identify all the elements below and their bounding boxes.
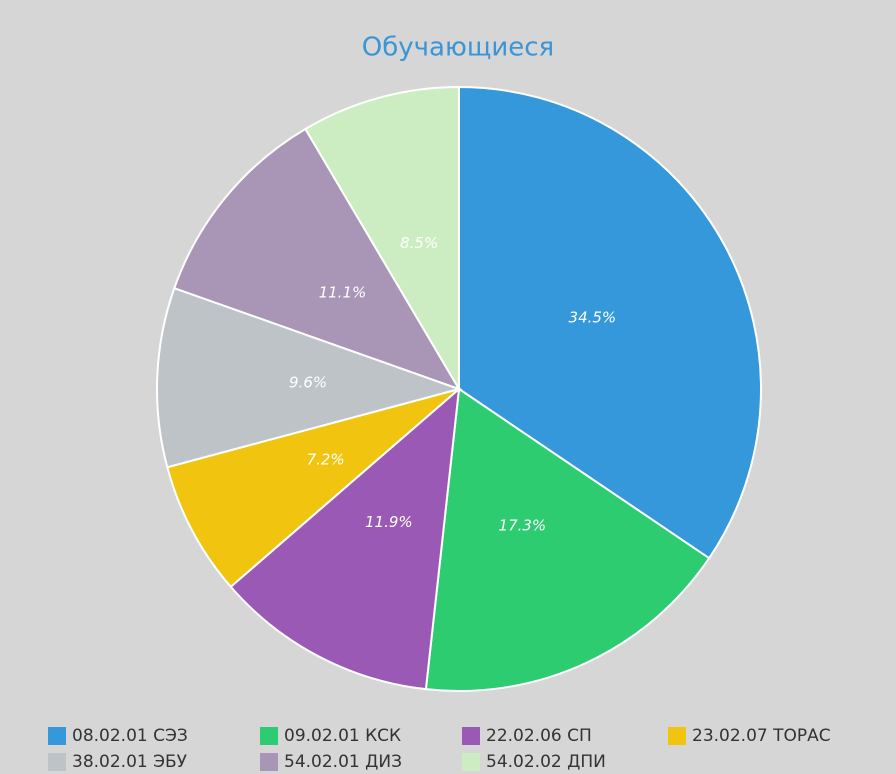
legend-text: 23.02.07 ТОРАС — [692, 726, 831, 746]
slice-label: 34.5% — [569, 309, 617, 327]
slice-label: 9.6% — [289, 374, 327, 392]
pie-slice — [173, 127, 462, 391]
pie-slice — [166, 388, 460, 589]
legend-text: 54.02.01 ДИЗ — [284, 752, 402, 772]
legend-swatch — [260, 727, 278, 745]
legend-text: 54.02.02 ДПИ — [486, 752, 606, 772]
pie-slice — [229, 386, 461, 691]
legend-text: 38.02.01 ЭБУ — [72, 752, 188, 772]
legend-swatch — [668, 727, 686, 745]
legend-swatch — [260, 753, 278, 771]
pie-slice — [156, 286, 463, 469]
legend-swatch — [462, 753, 480, 771]
legend-swatch — [48, 753, 66, 771]
pie-slice — [304, 85, 460, 393]
legend-swatch — [462, 727, 480, 745]
slice-label: 17.3% — [499, 517, 547, 535]
pie-slice — [424, 387, 711, 692]
slice-label: 11.1% — [319, 284, 367, 302]
slice-label: 8.5% — [400, 234, 438, 252]
legend-swatch — [48, 727, 66, 745]
pie-slice — [458, 85, 762, 560]
legend-text: 22.02.06 СП — [486, 726, 592, 746]
slice-label: 7.2% — [307, 450, 345, 468]
legend-text: 08.02.01 СЭЗ — [72, 726, 188, 746]
chart-title: Обучающиеся — [362, 33, 554, 63]
slice-label: 11.9% — [365, 513, 413, 531]
legend-text: 09.02.01 КСК — [284, 726, 401, 746]
